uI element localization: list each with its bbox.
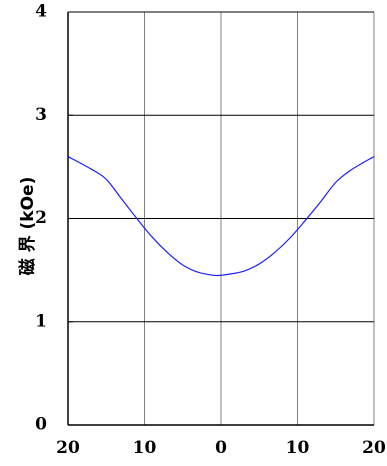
y-tick-label: 1	[35, 311, 47, 331]
x-tick-label: 20	[56, 438, 80, 458]
grid-lines	[68, 11, 375, 425]
series-line	[67, 156, 375, 277]
y-tick-label: 4	[35, 2, 47, 22]
axes	[67, 11, 374, 426]
y-axis-label: 磁 界 (kOe)	[17, 177, 38, 276]
y-tick-label: 3	[35, 105, 47, 125]
x-tick-label: 20	[362, 438, 386, 458]
series-layer	[67, 156, 375, 277]
x-tick-label: 0	[215, 438, 227, 458]
x-tick-label: 10	[133, 438, 157, 458]
y-tick-label: 2	[35, 208, 47, 228]
x-tick-label: 10	[286, 438, 310, 458]
tick-labels: 0 1 2 3 4 20 10 0 10 20	[35, 2, 386, 459]
y-tick-label: 0	[35, 415, 47, 435]
